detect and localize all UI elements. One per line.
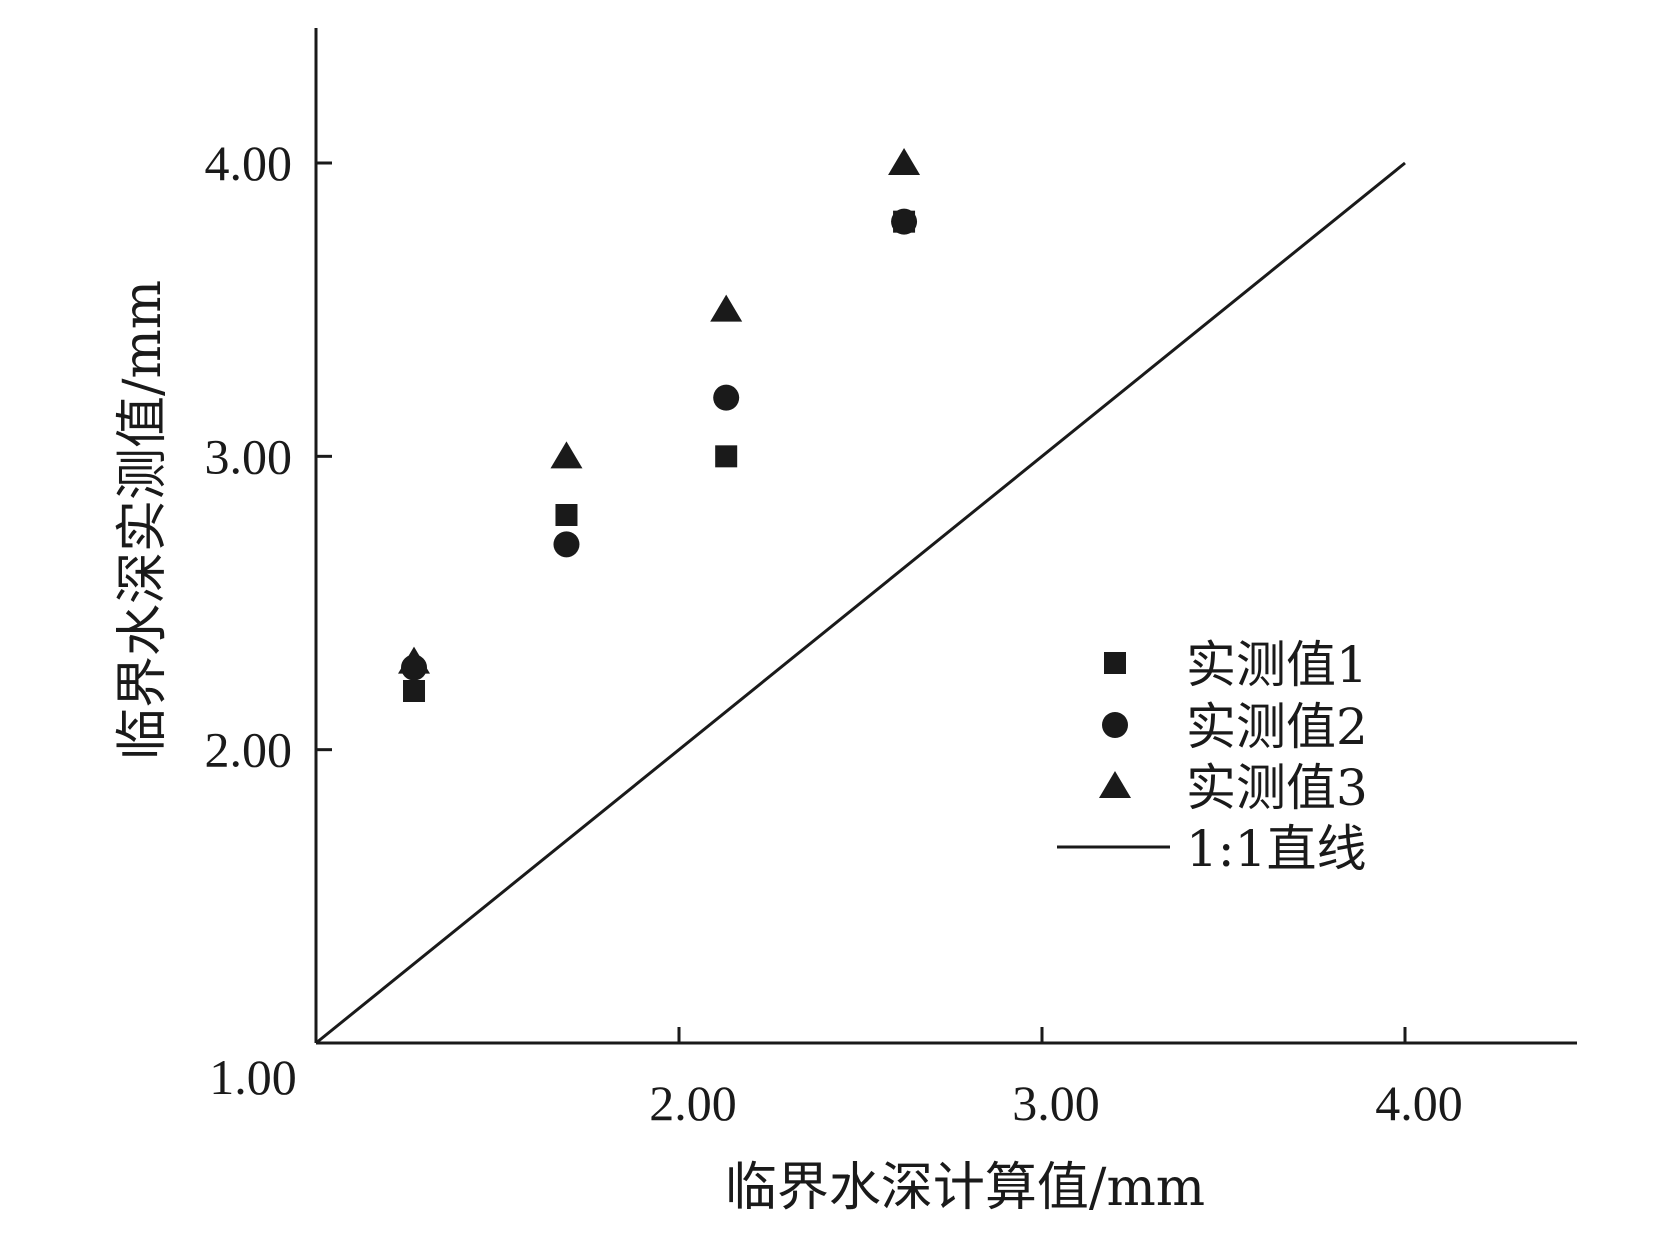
reference-line-group: [315, 161, 1406, 1045]
data-point-series2-3: [713, 384, 740, 411]
legend-label-2: 实测值2: [1186, 698, 1368, 756]
data-point-series1-1: [403, 680, 426, 702]
data-points: [398, 148, 921, 702]
x-tick-label-2: 4.00: [1375, 1075, 1463, 1131]
legend-marker-2: [1102, 712, 1128, 738]
data-point-series2-4: [891, 208, 918, 235]
y-tick-label-2: 4.00: [205, 135, 293, 191]
legend-label-1: 实测值1: [1186, 636, 1368, 694]
legend-label-3: 实测值3: [1186, 759, 1368, 817]
ticks: 2.00 3.00 4.00 2.00 3.00 4.00: [205, 135, 1463, 1131]
data-point-series1-2: [555, 504, 578, 526]
reference-line-1-1: [315, 161, 1406, 1045]
x-axis-title: 临界水深计算值/mm: [725, 1158, 1205, 1218]
y-axis-title: 临界水深实测值/mm: [113, 280, 173, 760]
x-tick-label-0: 2.00: [649, 1075, 737, 1131]
axes: [314, 28, 1577, 1045]
data-point-series1-3: [715, 445, 738, 468]
y-tick-label-1: 3.00: [205, 428, 293, 484]
legend-label-reference: 1:1直线: [1186, 820, 1366, 878]
legend-marker-3: [1099, 771, 1131, 798]
data-point-series2-2: [553, 531, 580, 558]
data-point-series3-3: [710, 294, 743, 322]
legend-marker-1: [1104, 652, 1126, 674]
data-point-series3-2: [550, 441, 583, 469]
y-tick-label-0: 2.00: [205, 722, 293, 778]
data-point-series3-1: [398, 646, 431, 674]
x-tick-label-1: 3.00: [1012, 1075, 1100, 1131]
data-point-series3-4: [888, 148, 921, 175]
origin-tick-label: 1.00: [209, 1049, 297, 1105]
